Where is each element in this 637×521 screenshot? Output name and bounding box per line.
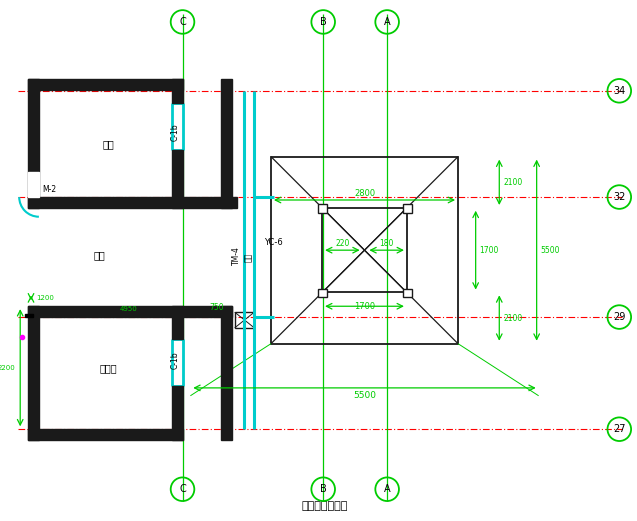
Text: C: C bbox=[179, 484, 186, 494]
Bar bbox=[28, 79, 183, 90]
Text: 750: 750 bbox=[210, 303, 224, 312]
Text: 5500: 5500 bbox=[541, 246, 560, 255]
Text: C: C bbox=[179, 17, 186, 27]
Bar bbox=[28, 79, 39, 208]
Bar bbox=[318, 289, 327, 297]
Text: YC-6: YC-6 bbox=[264, 238, 283, 247]
Text: 2800: 2800 bbox=[354, 189, 375, 197]
Text: 5500: 5500 bbox=[353, 391, 376, 400]
Bar bbox=[172, 79, 183, 103]
Bar bbox=[271, 157, 458, 344]
Text: C-1b: C-1b bbox=[170, 123, 179, 141]
Bar bbox=[172, 150, 183, 208]
Text: 2100: 2100 bbox=[503, 178, 523, 187]
Text: 主卧室: 主卧室 bbox=[100, 363, 118, 373]
Bar bbox=[183, 197, 236, 208]
Text: 卧室: 卧室 bbox=[103, 139, 115, 149]
Text: B: B bbox=[320, 484, 327, 494]
Text: 220: 220 bbox=[335, 239, 350, 248]
Text: A: A bbox=[384, 17, 390, 27]
Bar bbox=[172, 386, 183, 440]
Bar bbox=[28, 306, 183, 317]
Text: 34: 34 bbox=[613, 86, 626, 96]
Bar bbox=[403, 289, 412, 297]
Text: 2200: 2200 bbox=[0, 365, 15, 371]
Text: B: B bbox=[320, 17, 327, 27]
Text: 2100: 2100 bbox=[503, 314, 523, 322]
Bar bbox=[221, 306, 232, 440]
Bar bbox=[172, 306, 183, 339]
Bar bbox=[28, 306, 39, 440]
Text: 客厅: 客厅 bbox=[93, 250, 104, 260]
Bar bbox=[403, 204, 412, 213]
Bar bbox=[25, 314, 33, 317]
Bar bbox=[221, 79, 232, 208]
Text: 27: 27 bbox=[613, 424, 626, 434]
Bar bbox=[234, 312, 254, 328]
Bar bbox=[183, 306, 232, 317]
Bar bbox=[28, 197, 183, 208]
Bar bbox=[318, 204, 327, 213]
Text: 1200: 1200 bbox=[36, 295, 54, 301]
Text: 4950: 4950 bbox=[120, 306, 138, 312]
Bar bbox=[28, 172, 39, 197]
Bar bbox=[28, 429, 183, 440]
Text: 阳台: 阳台 bbox=[244, 253, 253, 262]
Text: 塔基平面示意图: 塔基平面示意图 bbox=[302, 501, 348, 511]
Text: 32: 32 bbox=[613, 192, 626, 202]
Text: M-2: M-2 bbox=[43, 184, 57, 194]
Text: C-1b: C-1b bbox=[170, 352, 179, 369]
Text: 1700: 1700 bbox=[479, 246, 498, 255]
Text: 1700: 1700 bbox=[354, 302, 375, 311]
Text: A: A bbox=[384, 484, 390, 494]
Bar bbox=[322, 208, 407, 292]
Text: 29: 29 bbox=[613, 312, 626, 322]
Text: 180: 180 bbox=[380, 239, 394, 248]
Text: TM-4: TM-4 bbox=[232, 246, 241, 265]
